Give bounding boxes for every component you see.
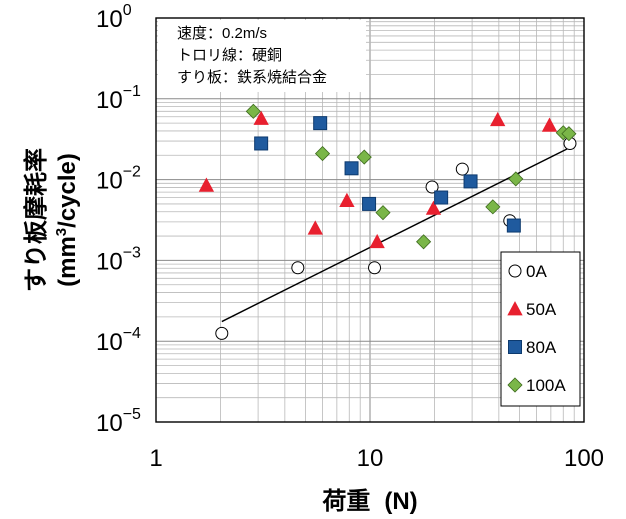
data-point-80a bbox=[434, 190, 449, 205]
x-tick-label: 10 bbox=[357, 445, 384, 472]
y-axis-title: すり板摩耗率 (mm3/cycle) bbox=[22, 148, 81, 292]
data-point-80a bbox=[506, 218, 521, 233]
data-point-100a bbox=[508, 171, 524, 187]
series-50a bbox=[198, 110, 558, 249]
data-point-50a bbox=[425, 200, 442, 215]
x-tick-label: 1 bbox=[149, 445, 162, 472]
data-point-100a bbox=[356, 149, 372, 165]
y-tick-base: 10 bbox=[96, 329, 123, 356]
y-axis-title-unit-sup: 3 bbox=[53, 228, 70, 236]
y-tick-base: 10 bbox=[96, 410, 123, 437]
conditions-box: 速度：0.2m/s トロリ線：硬銅 すり板：鉄系焼結合金 bbox=[158, 20, 366, 92]
data-point-100a bbox=[245, 103, 261, 119]
condition-trolley-wire: トロリ線：硬銅 bbox=[177, 47, 282, 64]
data-point-100a bbox=[485, 199, 501, 215]
data-point-50a bbox=[541, 117, 558, 132]
y-tick-label: 100 bbox=[96, 2, 132, 33]
data-point-0a bbox=[215, 326, 229, 340]
x-tick-labels: 1 10 100 bbox=[149, 445, 604, 472]
data-point-100a bbox=[561, 126, 577, 142]
legend-label-100a: 100A bbox=[526, 376, 566, 395]
data-point-80a bbox=[344, 161, 359, 176]
y-axis-title-unit-post: /cycle) bbox=[54, 153, 81, 228]
data-point-50a bbox=[369, 233, 385, 249]
data-point-100a bbox=[416, 234, 432, 250]
data-point-100a bbox=[375, 205, 391, 221]
x-tick-label: 100 bbox=[564, 445, 604, 472]
data-point-80a bbox=[313, 116, 328, 131]
y-tick-exponent: −1 bbox=[123, 83, 141, 100]
y-tick-base: 10 bbox=[96, 6, 123, 33]
plot-frame bbox=[155, 17, 585, 423]
data-point-50a bbox=[307, 220, 323, 235]
legend-label-80a: 80A bbox=[526, 338, 557, 357]
y-tick-base: 10 bbox=[96, 168, 123, 195]
y-tick-exponent: −4 bbox=[123, 325, 141, 342]
condition-speed: 速度：0.2m/s bbox=[177, 25, 267, 42]
y-tick-label: 10−2 bbox=[96, 164, 141, 195]
legend-marker-0a bbox=[508, 264, 522, 278]
y-axis-title-unit-pre: (mm bbox=[54, 236, 81, 287]
x-axis-title-unit: (N) bbox=[384, 488, 417, 515]
condition-contact-strip: すり板：鉄系焼結合金 bbox=[177, 68, 327, 86]
legend: 0A 50A 80A 100A bbox=[500, 251, 581, 407]
y-tick-base: 10 bbox=[96, 248, 123, 275]
legend-marker-80a bbox=[508, 340, 522, 354]
y-tick-label: 10−1 bbox=[96, 83, 141, 114]
data-points bbox=[198, 103, 577, 340]
y-tick-base: 10 bbox=[96, 87, 123, 114]
data-point-80a bbox=[254, 136, 269, 151]
data-point-80a bbox=[362, 196, 377, 211]
y-tick-label: 10−3 bbox=[96, 244, 141, 275]
y-axis-title-line2: (mm3/cycle) bbox=[53, 153, 81, 287]
data-point-0a bbox=[368, 261, 382, 275]
y-tick-exponent: 0 bbox=[123, 2, 132, 19]
y-tick-exponent: −5 bbox=[123, 406, 141, 423]
y-tick-label: 10−5 bbox=[96, 406, 141, 437]
data-point-50a bbox=[490, 111, 506, 127]
y-tick-exponent: −3 bbox=[123, 244, 141, 261]
legend-marker-50a bbox=[507, 301, 523, 316]
series-80a bbox=[254, 116, 521, 233]
conditions-background bbox=[158, 20, 366, 92]
legend-marker-100a bbox=[507, 377, 523, 393]
y-tick-exponent: −2 bbox=[123, 164, 141, 181]
data-point-50a bbox=[198, 177, 215, 192]
data-point-0a bbox=[291, 261, 305, 275]
x-axis-title: 荷重 (N) bbox=[322, 488, 417, 515]
x-axis-title-main: 荷重 bbox=[322, 488, 370, 515]
series-100a bbox=[245, 103, 577, 250]
y-tick-label: 10−4 bbox=[96, 325, 141, 356]
data-point-0a bbox=[455, 162, 469, 176]
data-point-80a bbox=[463, 174, 478, 189]
data-point-100a bbox=[314, 145, 331, 162]
data-point-50a bbox=[253, 110, 269, 125]
data-point-50a bbox=[339, 192, 355, 207]
y-axis-title-line1: すり板摩耗率 bbox=[22, 148, 50, 292]
legend-label-50a: 50A bbox=[526, 300, 557, 319]
series-0a bbox=[215, 136, 577, 340]
data-point-0a bbox=[425, 180, 439, 194]
legend-label-0a: 0A bbox=[526, 262, 547, 281]
